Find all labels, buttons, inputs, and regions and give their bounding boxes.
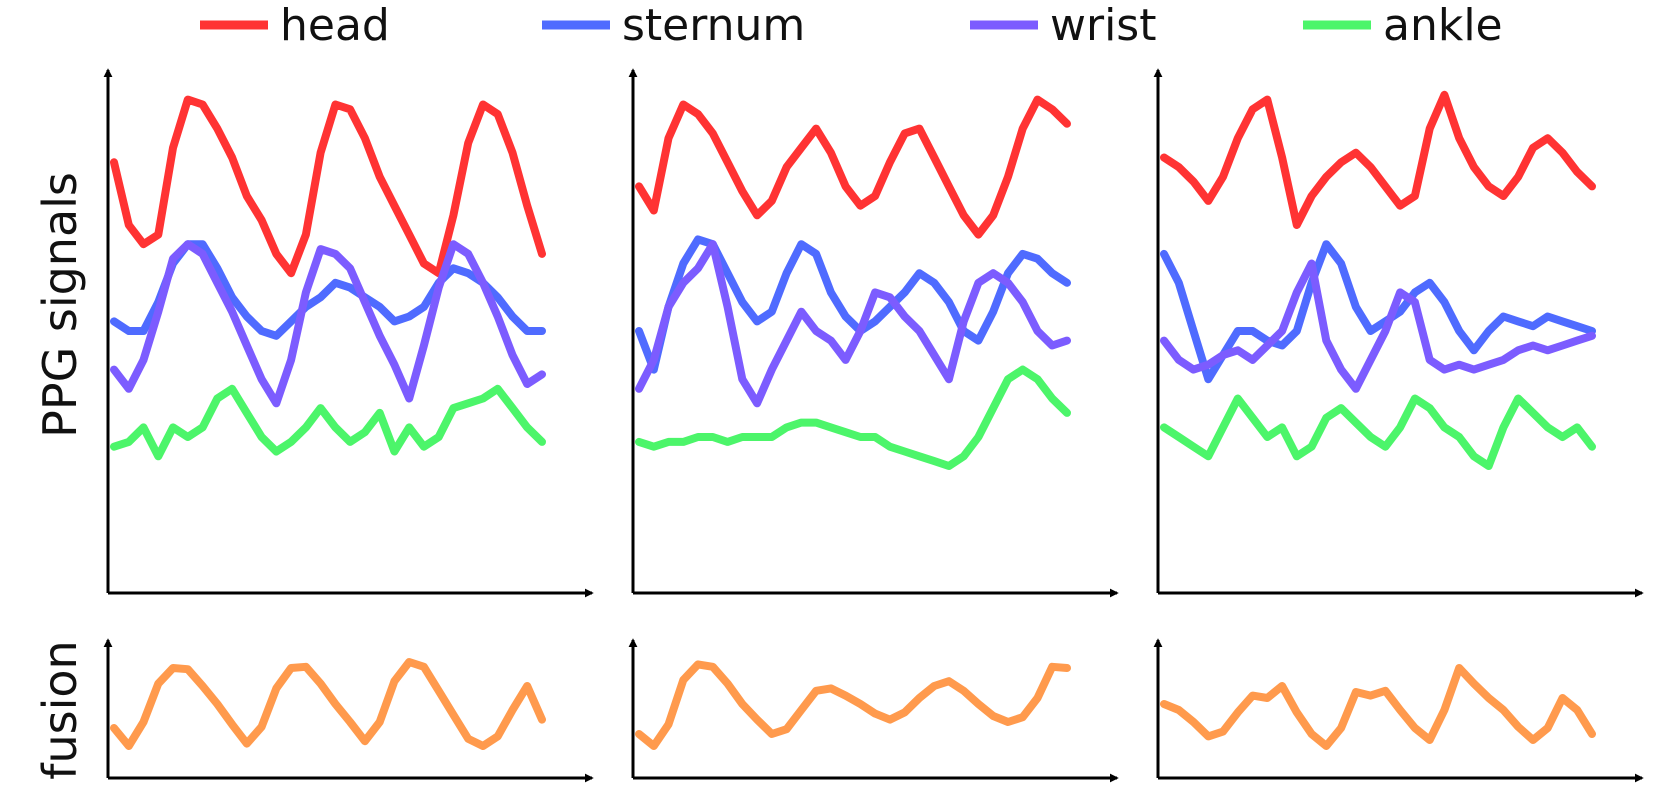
panel-3-sternum-line — [1160, 240, 1596, 384]
panel-1-ankle-line — [110, 384, 546, 461]
legend-label-ankle: ankle — [1383, 0, 1503, 51]
legend-label-sternum: sternum — [622, 0, 805, 51]
legend-entry-ankle: ankle — [1303, 0, 1503, 51]
panel-3-ankle-line — [1160, 394, 1596, 470]
panel-3-wrist-line — [1160, 259, 1596, 393]
legend-label-wrist: wrist — [1050, 0, 1156, 51]
panel-1-wrist-line — [110, 240, 546, 408]
legend-entry-wrist: wrist — [970, 0, 1156, 51]
panel-1-fusion-line — [110, 658, 546, 750]
legend-entry-head: head — [200, 0, 390, 51]
signal-lines — [110, 90, 1596, 750]
legend-entry-sternum: sternum — [542, 0, 805, 51]
legend-label-head: head — [280, 0, 390, 51]
ylabel-fusion: fusion — [33, 640, 87, 779]
panel-2-wrist-line — [635, 240, 1071, 408]
panel-3-head-line — [1160, 90, 1596, 229]
panel-3-fusion-line — [1160, 664, 1596, 750]
panel-2-fusion-line — [635, 660, 1071, 750]
axes — [103, 68, 1644, 783]
ylabel-ppg-signals: PPG signals — [33, 172, 87, 438]
legend: head sternum wrist ankle — [200, 0, 1503, 51]
panel-2-ankle-line — [635, 365, 1071, 470]
panel-2-head-line — [635, 95, 1071, 239]
panel-1-head-line — [110, 95, 546, 278]
